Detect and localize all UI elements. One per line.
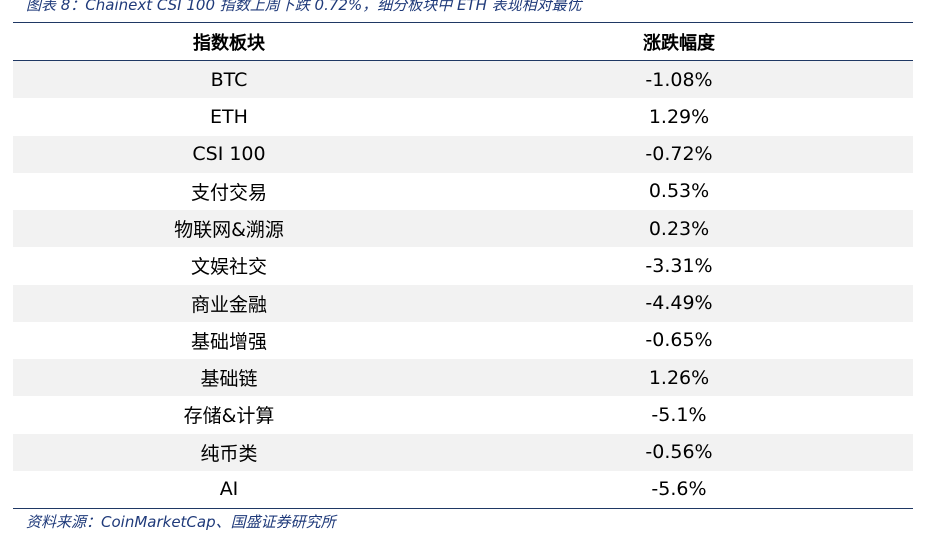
table-row: 存储&计算 -5.1% [13,396,913,433]
table-row: AI -5.6% [13,471,913,508]
table-header: 指数板块 涨跌幅度 [13,23,913,61]
change-cell: 0.53% [648,180,710,203]
table-row: 文娱社交 -3.31% [13,247,913,284]
table-row: 物联网&溯源 0.23% [13,210,913,248]
change-cell: -4.49% [645,292,713,315]
sector-cell: 基础链 [200,368,258,391]
table-row: 基础链 1.26% [13,359,913,397]
table-row: 纯币类 -0.56% [13,433,913,471]
sector-performance-table: 指数板块 涨跌幅度 BTC -1.08% ETH 1.29% CSI 100 -0.72%… [13,22,913,509]
change-cell: 1.26% [648,366,710,389]
figure-title: 图表 8：Chainext CSI 100 指数上周下跌 0.72%，细分板块中… [26,0,582,14]
sector-cell: 存储&计算 [183,405,275,428]
change-cell: -5.6% [651,478,707,501]
change-cell: -0.72% [645,143,713,166]
header-change: 涨跌幅度 [643,32,715,54]
sector-cell: 支付交易 [190,181,267,204]
sector-cell: 基础增强 [190,330,267,353]
sector-cell: 物联网&溯源 [174,219,284,242]
change-cell: -1.08% [645,68,713,91]
change-cell: -5.1% [651,403,707,426]
table-row: ETH 1.29% [13,98,913,135]
table-row: 商业金融 -4.49% [13,284,913,322]
sector-cell: 纯币类 [200,442,258,465]
change-cell: 1.29% [648,105,710,128]
table-row: BTC -1.08% [13,61,913,99]
sector-cell: AI [219,478,239,501]
header-sector: 指数板块 [193,32,265,54]
change-cell: -3.31% [645,254,713,277]
change-cell: 0.23% [648,217,710,240]
sector-cell: BTC [210,68,248,91]
change-cell: -0.65% [645,329,713,352]
sector-cell: 商业金融 [190,293,267,316]
sector-cell: 文娱社交 [190,256,267,279]
table-row: CSI 100 -0.72% [13,135,913,173]
table-row: 基础增强 -0.65% [13,322,913,359]
sector-cell: CSI 100 [192,143,266,166]
table-row: 支付交易 0.53% [13,173,913,210]
change-cell: -0.56% [645,441,713,464]
source-note: 资料来源：CoinMarketCap、国盛证券研究所 [26,513,336,531]
sector-cell: ETH [210,105,248,128]
